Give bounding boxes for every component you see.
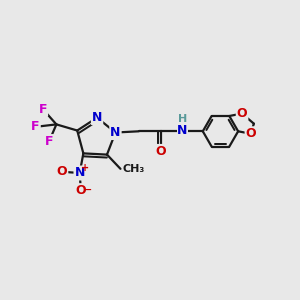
Text: −: − (83, 184, 92, 194)
Text: CH₃: CH₃ (122, 164, 145, 174)
Text: O: O (237, 107, 248, 120)
Text: F: F (31, 120, 40, 133)
Text: O: O (246, 127, 256, 140)
Text: O: O (76, 184, 86, 197)
Text: N: N (74, 167, 85, 179)
Text: F: F (45, 135, 53, 148)
Text: F: F (39, 103, 47, 116)
Text: O: O (57, 165, 67, 178)
Text: +: + (81, 163, 89, 172)
Text: N: N (110, 126, 121, 139)
Text: N: N (92, 111, 102, 124)
Text: H: H (178, 113, 187, 124)
Text: N: N (177, 124, 188, 136)
Text: O: O (155, 145, 166, 158)
